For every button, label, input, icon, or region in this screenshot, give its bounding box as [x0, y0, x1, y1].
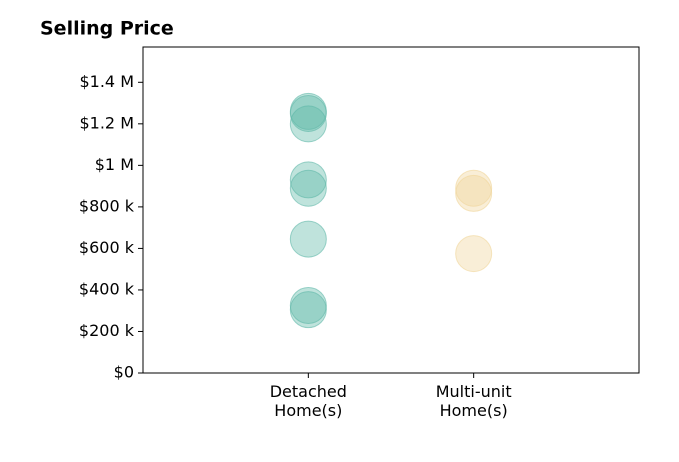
x-tick-label: Multi-unit Home(s) — [435, 382, 512, 420]
y-tick-label: $0 — [114, 363, 134, 382]
y-tick-label: $1 M — [95, 155, 134, 174]
point — [289, 220, 327, 258]
point — [455, 169, 493, 207]
y-tick-label: $1.2 M — [79, 113, 134, 132]
y-tick-label: $1.4 M — [79, 72, 134, 91]
point — [289, 94, 327, 132]
point — [455, 174, 493, 212]
point — [289, 291, 327, 329]
y-tick-label: $600 k — [79, 238, 135, 257]
plot-frame — [142, 46, 640, 374]
point — [289, 161, 327, 199]
y-tick-label: $200 k — [79, 321, 135, 340]
point — [289, 169, 327, 207]
y-tick-label: $400 k — [79, 279, 135, 298]
x-tick-label: Detached Home(s) — [269, 382, 347, 420]
y-tick-label: $800 k — [79, 196, 135, 215]
point — [455, 235, 493, 273]
point — [289, 105, 327, 143]
chart-title: Selling Price — [40, 18, 174, 40]
